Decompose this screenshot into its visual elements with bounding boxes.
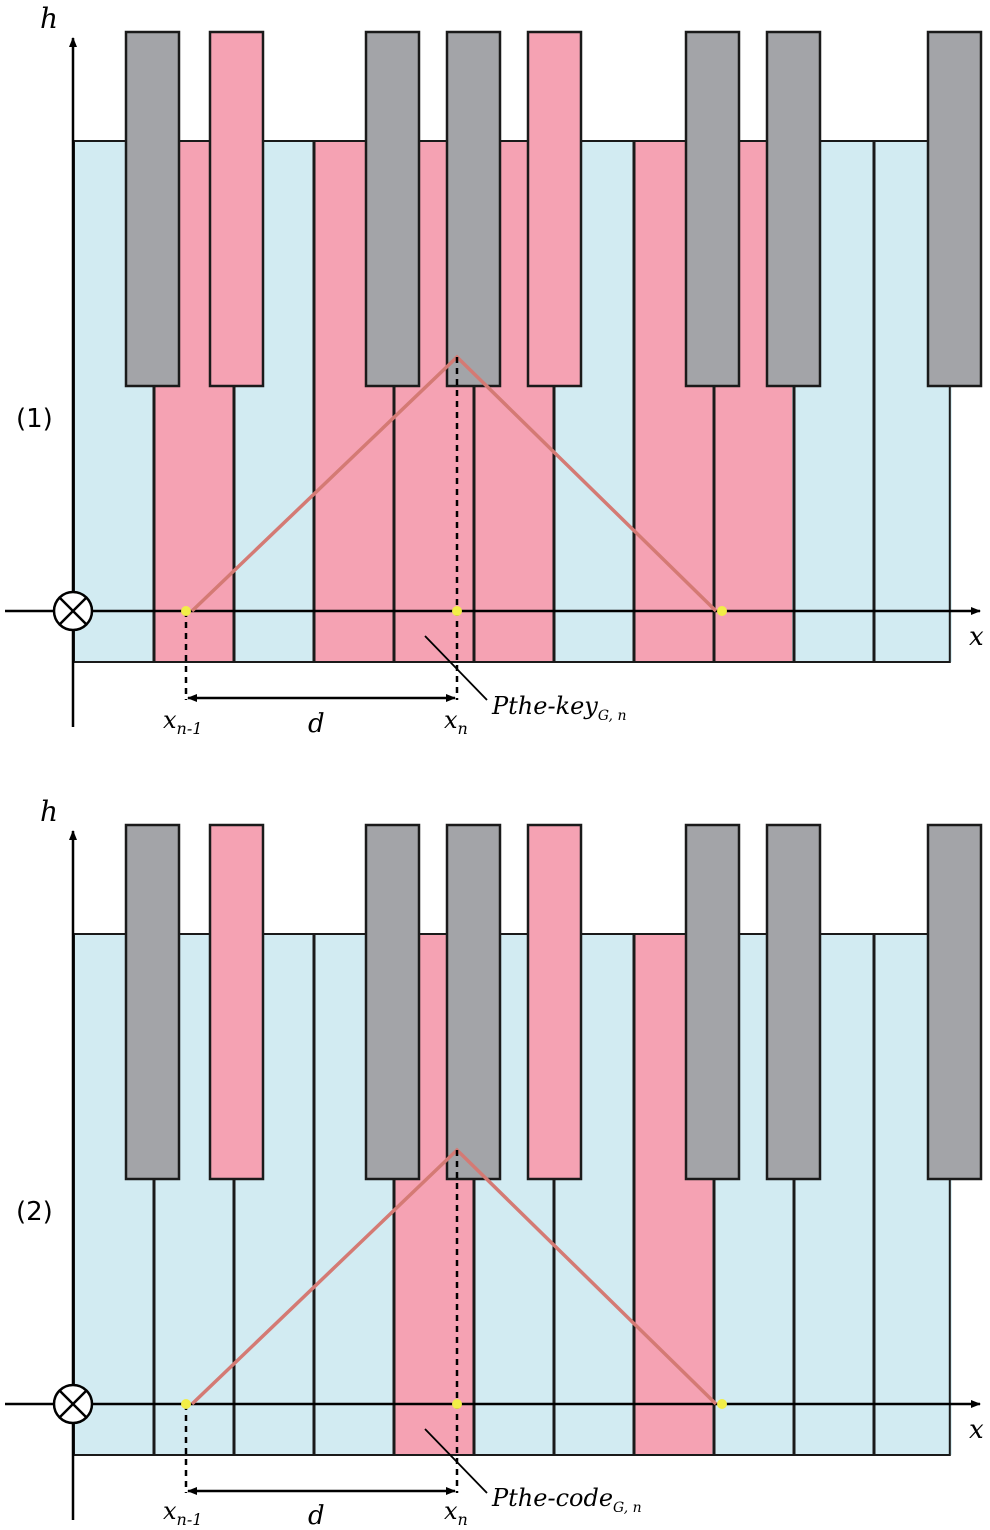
x-prev-subscript: n-1 (177, 1510, 203, 1529)
origin-cross-b (58, 596, 88, 626)
black-key (926, 823, 983, 1181)
circled-times-icon (52, 590, 94, 632)
x-prev-subscript: n-1 (177, 719, 203, 738)
panel-2: (2) h x xn-1 xn d Pthe-codeG, n (5, 795, 984, 1530)
point-x-next (717, 1399, 727, 1409)
black-key (445, 30, 502, 388)
piano-keys-panel-1 (73, 30, 983, 663)
black-key (124, 30, 181, 388)
x-prev-label: xn-1 (163, 1497, 202, 1529)
black-key (364, 30, 421, 388)
black-key (445, 823, 502, 1181)
x-axis-label: x (969, 622, 984, 652)
circled-times-icon (52, 1383, 94, 1425)
x-curr-label: xn (444, 1497, 468, 1529)
callout-label: Pthe-codeG, n (491, 1484, 642, 1516)
callout-subscript: G, n (613, 1500, 642, 1516)
panel-1: (1) h x xn-1 xn d Pthe-keyG, n (5, 2, 984, 739)
point-x-prev (181, 1399, 191, 1409)
x-prev-label: xn-1 (163, 706, 202, 738)
point-x-curr (452, 606, 462, 616)
black-key (208, 823, 265, 1181)
point-x-next (717, 606, 727, 616)
callout-leader (424, 635, 488, 701)
point-x-prev (181, 606, 191, 616)
black-key (124, 823, 181, 1181)
panel-label: (2) (16, 1197, 53, 1227)
callout-leader (424, 1428, 488, 1494)
black-key (765, 30, 822, 388)
y-axis-label: h (40, 2, 58, 35)
origin-cross-b (58, 1389, 88, 1419)
black-key (684, 30, 741, 388)
x-curr-subscript: n (458, 1510, 468, 1529)
callout-label: Pthe-keyG, n (491, 692, 626, 724)
distance-label: d (308, 709, 325, 739)
black-key (684, 823, 741, 1181)
panel-label: (1) (16, 404, 53, 434)
piano-keys-panel-2 (73, 823, 983, 1456)
overlay-panel-1 (5, 37, 981, 727)
black-key (526, 823, 583, 1181)
y-axis-label: h (40, 795, 58, 828)
black-key (526, 30, 583, 388)
callout-subscript: G, n (598, 708, 627, 724)
point-x-curr (452, 1399, 462, 1409)
black-key (364, 823, 421, 1181)
black-key (208, 30, 265, 388)
distance-label: d (308, 1501, 325, 1530)
black-key (926, 30, 983, 388)
x-curr-subscript: n (458, 719, 468, 738)
overlay-panel-2 (5, 830, 981, 1520)
black-key (765, 823, 822, 1181)
x-curr-label: xn (444, 706, 468, 738)
x-axis-label: x (969, 1415, 984, 1445)
